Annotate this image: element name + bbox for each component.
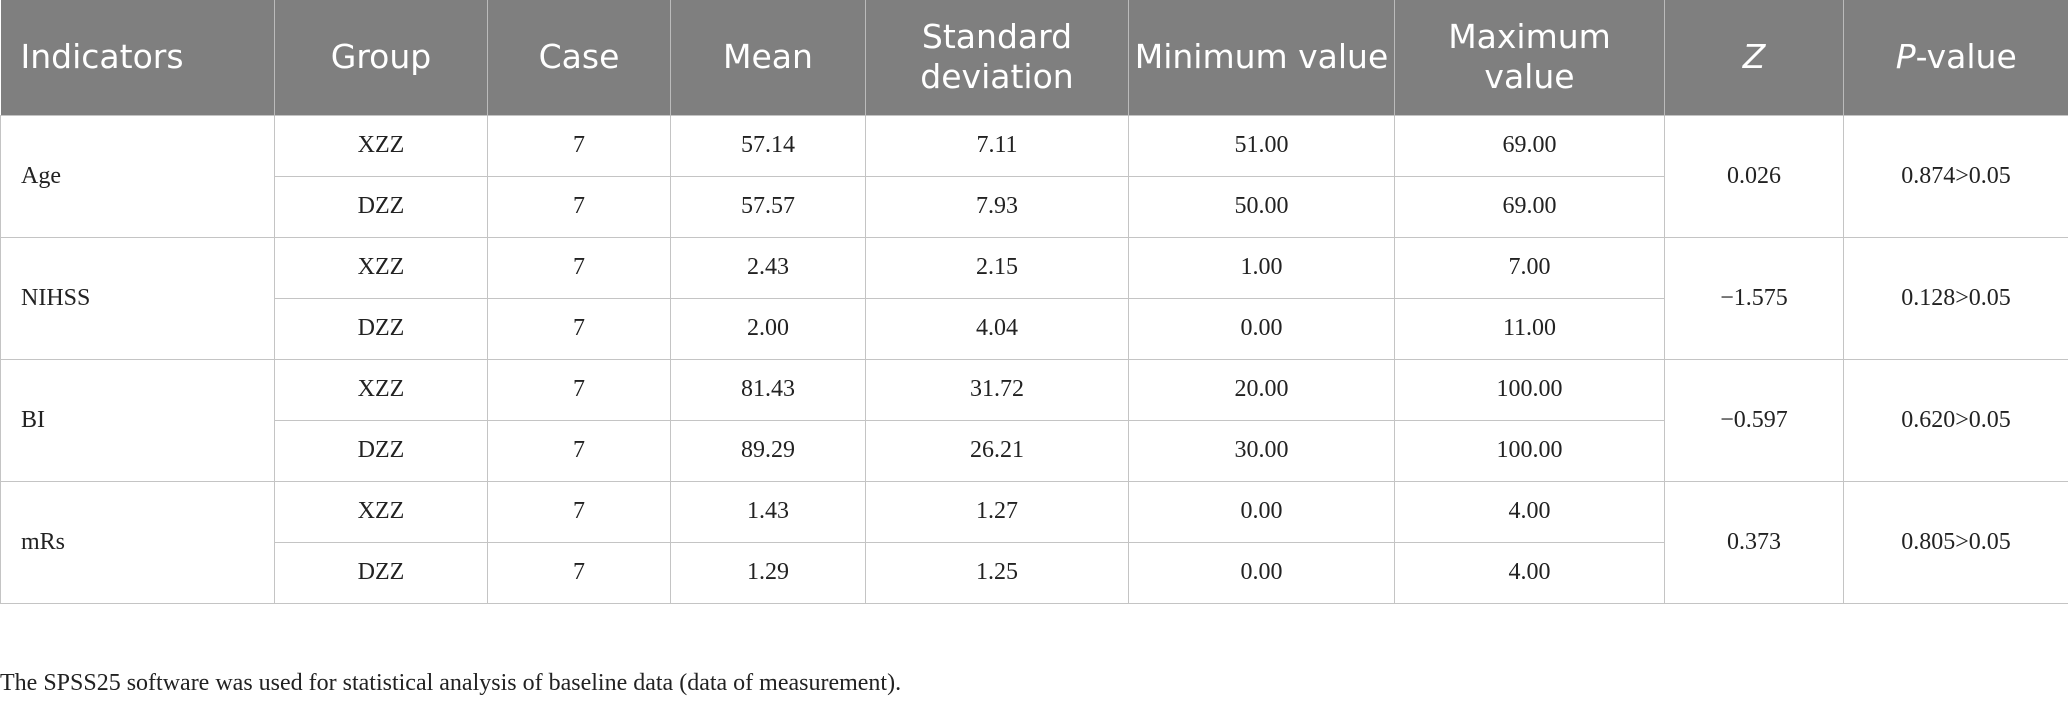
indicator-cell: BI xyxy=(0,358,275,482)
data-cell: 7.11 xyxy=(865,114,1129,177)
data-cell: 4.00 xyxy=(1394,541,1665,604)
data-cell: 7 xyxy=(487,175,671,238)
data-cell: 100.00 xyxy=(1394,419,1665,482)
z-cell: 0.026 xyxy=(1664,114,1844,238)
data-cell: 7 xyxy=(487,541,671,604)
data-cell: 81.43 xyxy=(670,358,866,421)
data-cell: 51.00 xyxy=(1128,114,1395,177)
p-cell: 0.128>0.05 xyxy=(1843,236,2068,360)
header-cell: Indicators xyxy=(0,0,275,115)
data-cell: 7 xyxy=(487,114,671,177)
header-row: Indicators Group Case Mean Standard deviatio… xyxy=(0,0,2068,115)
header-cell: Case xyxy=(487,0,671,115)
z-cell: −0.597 xyxy=(1664,358,1844,482)
data-cell: 2.00 xyxy=(670,297,866,360)
header-cell: Minimum value xyxy=(1128,0,1395,115)
data-cell: 69.00 xyxy=(1394,114,1665,177)
p-cell: 0.874>0.05 xyxy=(1843,114,2068,238)
data-cell: 7 xyxy=(487,358,671,421)
data-cell: 1.29 xyxy=(670,541,866,604)
data-cell: 1.25 xyxy=(865,541,1129,604)
data-cell: 0.00 xyxy=(1128,297,1395,360)
data-cell: 0.00 xyxy=(1128,541,1395,604)
footnote: The SPSS25 software was used for statist… xyxy=(0,670,902,696)
z-cell: −1.575 xyxy=(1664,236,1844,360)
data-cell: 57.14 xyxy=(670,114,866,177)
header-cell: Group xyxy=(274,0,488,115)
header-cell: Z xyxy=(1664,0,1844,115)
data-cell: XZZ xyxy=(274,236,488,299)
table-row: DZZ 7 89.29 26.21 30.00 100.00 xyxy=(1,419,2068,482)
data-cell: 7 xyxy=(487,297,671,360)
table-row: mRs XZZ 7 1.43 1.27 0.00 4.00 0.373 0.805>0.05 xyxy=(0,480,2068,604)
table-row: DZZ 7 1.29 1.25 0.00 4.00 xyxy=(1,541,2068,604)
data-cell: 1.43 xyxy=(670,480,866,543)
header-cell: P-value xyxy=(1843,0,2068,115)
data-cell: 7.00 xyxy=(1394,236,1665,299)
data-table: Indicators Group Case Mean Standard deviatio… xyxy=(0,0,2068,604)
data-cell: 30.00 xyxy=(1128,419,1395,482)
data-cell: DZZ xyxy=(274,419,488,482)
data-cell: DZZ xyxy=(274,297,488,360)
table-row: DZZ 7 57.57 7.93 50.00 69.00 xyxy=(1,175,2068,238)
data-cell: 11.00 xyxy=(1394,297,1665,360)
data-cell: DZZ xyxy=(274,175,488,238)
data-cell: 2.43 xyxy=(670,236,866,299)
header-cell: Standard deviation xyxy=(865,0,1129,115)
data-cell: DZZ xyxy=(274,541,488,604)
data-cell: 89.29 xyxy=(670,419,866,482)
data-cell: 20.00 xyxy=(1128,358,1395,421)
data-cell: XZZ xyxy=(274,480,488,543)
data-cell: 31.72 xyxy=(865,358,1129,421)
z-cell: 0.373 xyxy=(1664,480,1844,604)
data-cell: 4.00 xyxy=(1394,480,1665,543)
data-cell: 50.00 xyxy=(1128,175,1395,238)
data-cell: 7.93 xyxy=(865,175,1129,238)
indicator-cell: mRs xyxy=(0,480,275,604)
header-cell: Mean xyxy=(670,0,866,115)
data-cell: 0.00 xyxy=(1128,480,1395,543)
data-cell: 4.04 xyxy=(865,297,1129,360)
header-cell: Maximum value xyxy=(1394,0,1665,115)
data-cell: 69.00 xyxy=(1394,175,1665,238)
data-cell: 7 xyxy=(487,480,671,543)
p-cell: 0.805>0.05 xyxy=(1843,480,2068,604)
data-cell: 26.21 xyxy=(865,419,1129,482)
data-cell: 100.00 xyxy=(1394,358,1665,421)
data-cell: 2.15 xyxy=(865,236,1129,299)
data-cell: 57.57 xyxy=(670,175,866,238)
indicator-cell: NIHSS xyxy=(0,236,275,360)
table-row: DZZ 7 2.00 4.04 0.00 11.00 xyxy=(1,297,2068,360)
indicator-cell: Age xyxy=(0,114,275,238)
p-cell: 0.620>0.05 xyxy=(1843,358,2068,482)
table-row: NIHSS XZZ 7 2.43 2.15 1.00 7.00 −1.575 0.128>0.0… xyxy=(0,236,2068,360)
data-cell: XZZ xyxy=(274,358,488,421)
data-cell: 7 xyxy=(487,419,671,482)
data-cell: 1.27 xyxy=(865,480,1129,543)
data-cell: 1.00 xyxy=(1128,236,1395,299)
data-cell: XZZ xyxy=(274,114,488,177)
data-cell: 7 xyxy=(487,236,671,299)
table-row: Age XZZ 7 57.14 7.11 51.00 69.00 0.026 0.874>0.0… xyxy=(0,114,2068,238)
table-row: BI XZZ 7 81.43 31.72 20.00 100.00 −0.597 0.620>0… xyxy=(0,358,2068,482)
table-body: Age XZZ 7 57.14 7.11 51.00 69.00 0.026 0.874>0.0… xyxy=(0,114,2068,604)
